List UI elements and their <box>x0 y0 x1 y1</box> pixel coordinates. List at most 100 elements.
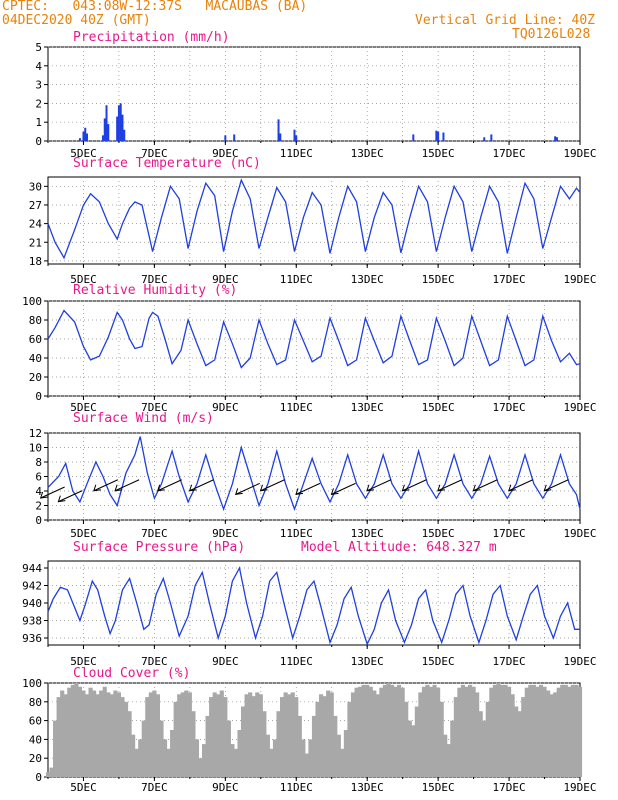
cloud-cover-bar <box>155 694 161 777</box>
series-line <box>47 566 580 646</box>
cloud-cover-bar <box>425 684 430 777</box>
chart-header: CPTEC: 043:08W-12:37S MACAUBAS (BA) 04DE… <box>0 0 618 48</box>
cloud-cover-bar <box>347 701 352 777</box>
y-tick-label: 18 <box>29 255 42 268</box>
cloud-cover-bar <box>276 711 281 777</box>
cloud-cover-bar <box>443 734 448 777</box>
cloud-cover-bar <box>350 692 356 777</box>
cloud-cover-bar <box>386 683 391 777</box>
wind-arrow <box>39 486 65 499</box>
x-tick-label: 5DEC <box>70 147 97 160</box>
x-tick-label: 11DEC <box>280 401 313 414</box>
cloud-cover-bar <box>368 686 373 777</box>
cloud-cover-bar <box>517 711 522 777</box>
cloud-cover-bar <box>510 694 515 777</box>
cloud-cover-bar <box>436 687 441 777</box>
precipitation-bar <box>233 134 236 141</box>
wind-arrow <box>57 490 83 503</box>
x-tick-label: 7DEC <box>141 781 168 794</box>
cloud-cover-bar <box>397 684 402 777</box>
x-tick-label: 17DEC <box>493 655 526 668</box>
cloud-cover-bar <box>315 701 320 777</box>
cloud-cover-bar <box>301 739 306 777</box>
cloud-cover-bar <box>131 734 136 777</box>
station-info: CPTEC: 043:08W-12:37S MACAUBAS (BA) <box>2 0 308 14</box>
cloud-cover-bar <box>531 684 536 777</box>
wind-arrow <box>259 479 285 492</box>
precipitation-bar <box>293 129 296 141</box>
cloud-cover-bar <box>336 734 341 777</box>
cloud-cover-bar <box>482 720 487 777</box>
cloud-cover-bar <box>570 684 575 777</box>
cloud-cover-bar <box>198 758 203 777</box>
cloud-cover-bar <box>230 744 235 777</box>
x-tick-label: 9DEC <box>212 527 239 540</box>
x-tick-label: 19DEC <box>563 781 596 794</box>
cloud-cover-bar <box>496 683 501 777</box>
y-tick-label: 80 <box>29 314 42 327</box>
y-tick-label: 40 <box>29 352 42 365</box>
x-tick-label: 5DEC <box>70 527 97 540</box>
cloud-cover-bar <box>74 683 79 777</box>
cloud-cover-bar <box>53 720 58 777</box>
y-tick-label: 100 <box>22 295 42 308</box>
y-tick-label: 944 <box>22 562 42 575</box>
cloud-cover-bar <box>322 696 327 777</box>
cloud-cover-bar <box>560 684 565 777</box>
cloud-cover-bar <box>290 692 295 777</box>
precipitation-bar <box>103 118 106 141</box>
y-tick-label: 4 <box>35 60 42 73</box>
x-tick-label: 19DEC <box>563 655 596 668</box>
cloud-cover-bar <box>287 694 292 777</box>
cloud-cover-bar <box>120 697 125 777</box>
wind-arrow <box>188 479 214 492</box>
wind-arrow <box>93 479 119 492</box>
cloud-cover-bar <box>563 684 568 777</box>
x-tick-label: 15DEC <box>422 781 455 794</box>
cloud-cover-bar <box>148 692 153 777</box>
y-tick-label: 0 <box>35 390 42 403</box>
wind-arrow <box>543 479 569 492</box>
x-tick-label: 13DEC <box>351 273 384 286</box>
cloud-cover-bar <box>400 687 405 777</box>
cloud-cover-bar <box>45 772 51 777</box>
cloud-cover-bar <box>453 697 458 777</box>
cloud-cover-bar <box>216 694 221 777</box>
cloud-cover-bar <box>77 686 82 777</box>
cloud-cover-bar <box>524 687 529 777</box>
x-tick-label: 17DEC <box>493 273 526 286</box>
cloud-cover-bar <box>542 686 547 777</box>
y-tick-label: 2 <box>35 500 42 513</box>
cloud-cover-bar <box>70 684 75 777</box>
cloud-cover-bar <box>333 715 338 777</box>
panel-frame <box>47 300 581 397</box>
cloud-cover-bar <box>269 748 274 777</box>
y-tick-label: 1 <box>35 116 42 129</box>
x-tick-label: 7DEC <box>141 655 168 668</box>
cloud-cover-bar <box>95 694 100 777</box>
model-altitude: Model Altitude: 648.327 m <box>301 540 497 555</box>
cloud-cover-bar <box>109 694 114 777</box>
cloud-cover-bar <box>311 715 317 777</box>
cloud-cover-bar <box>123 701 129 777</box>
precipitation-bar <box>84 127 87 141</box>
cloud-cover-bar <box>49 767 54 777</box>
x-tick-label: 13DEC <box>351 527 384 540</box>
precipitation-bar <box>117 105 120 141</box>
x-tick-label: 7DEC <box>141 527 168 540</box>
x-tick-label: 15DEC <box>422 655 455 668</box>
cloud-cover-bar <box>258 694 263 777</box>
cloud-cover-bar <box>485 701 490 777</box>
cloud-cover-bar <box>492 684 497 777</box>
cloud-cover-bar <box>460 684 466 777</box>
cloud-cover-bar <box>223 697 228 777</box>
x-tick-label: 9DEC <box>212 273 239 286</box>
cloud-cover-bar <box>358 686 363 777</box>
precipitation-bar <box>490 134 493 141</box>
cloud-cover-bar <box>127 711 132 777</box>
precipitation-bar <box>555 137 558 141</box>
cloud-cover-bar <box>102 686 107 777</box>
x-tick-label: 9DEC <box>212 401 239 414</box>
cloud-cover-bar <box>556 687 561 777</box>
